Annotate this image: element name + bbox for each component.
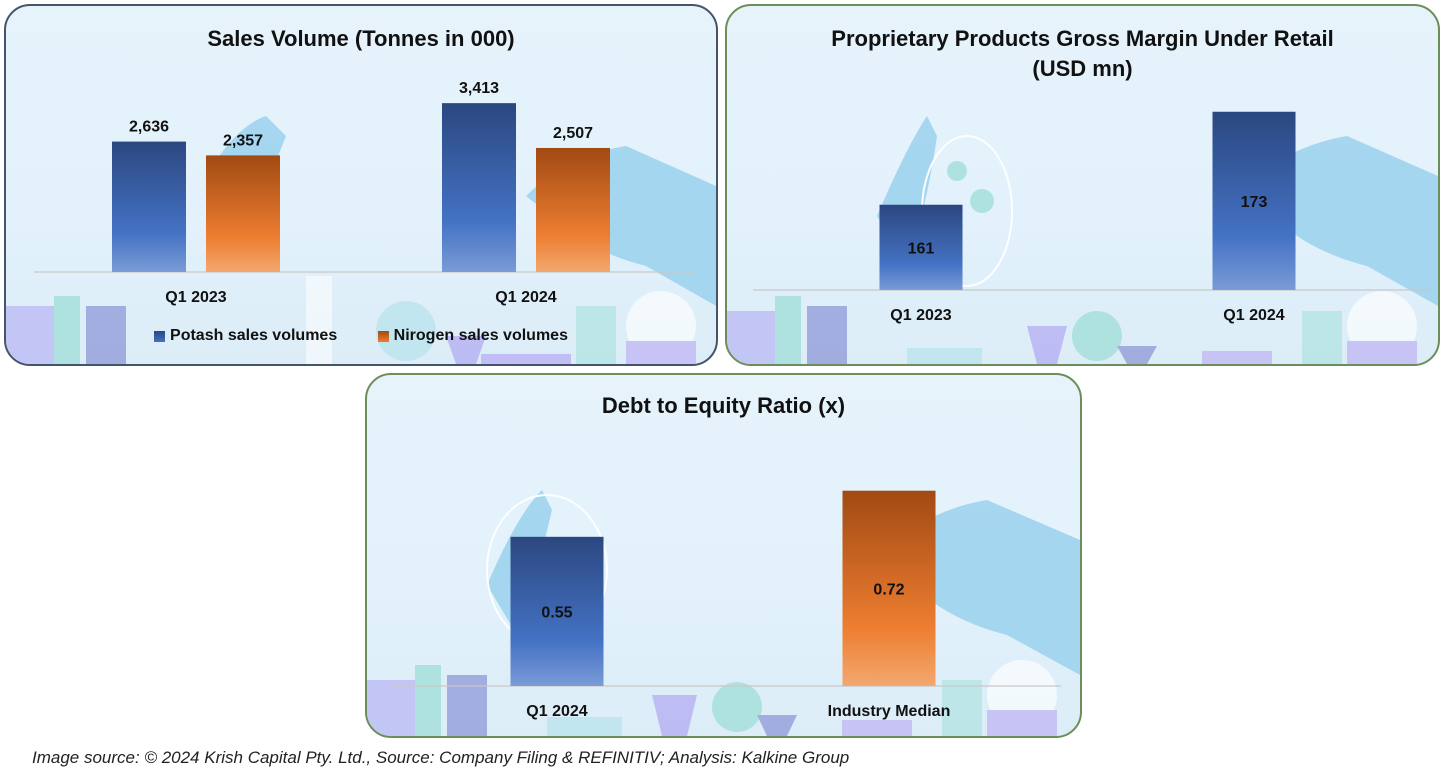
bar-q1-2023-nirogen-sales-volumes (206, 155, 280, 272)
x-tick-label: Q1 2024 (1223, 307, 1284, 324)
legend-item-potash: Potash sales volumes (154, 327, 337, 345)
x-tick-label: Q1 2024 (495, 289, 556, 306)
sales-volume-title: Sales Volume (Tonnes in 000) (207, 26, 515, 51)
data-label: 0.72 (873, 581, 904, 598)
x-tick-label: Q1 2024 (526, 703, 587, 720)
gross-margin-title-line2: (USD mn) (1032, 56, 1133, 81)
data-label: 161 (908, 240, 935, 257)
bar-industry-median-debt-to-equity (842, 490, 936, 686)
data-label: 2,636 (129, 119, 169, 136)
gross-margin-chart: 161 Q1 2023 173 Q1 2024 (753, 111, 1432, 324)
bar-q1-2024-potash-sales-volumes (442, 103, 516, 272)
sales-volume-chart: 2,636 2,357 Q1 2023 3,413 2,507 Q1 2024 (34, 80, 696, 306)
sales-volume-panel: Sales Volume (Tonnes in 000) 2,636 2,357 Q… (4, 4, 718, 366)
x-tick-label: Industry Median (828, 703, 951, 720)
debt-equity-chart: 0.55 Q1 2024 0.72 Industry Median (391, 490, 1061, 720)
legend-swatch-nitrogen (377, 330, 389, 342)
bar-q1-2023-gross-margin (879, 204, 963, 290)
image-source-caption: Image source: © 2024 Krish Capital Pty. … (32, 748, 850, 767)
bar-q1-2024-debt-to-equity (510, 536, 604, 686)
bar-q1-2023-potash-sales-volumes (112, 141, 186, 272)
legend-label-nitrogen: Nirogen sales volumes (393, 327, 568, 344)
legend-label-potash: Potash sales volumes (170, 327, 338, 344)
gross-margin-title-line1: Proprietary Products Gross Margin Under … (831, 26, 1334, 51)
bar-q1-2024-nirogen-sales-volumes (536, 147, 610, 272)
x-tick-label: Q1 2023 (165, 289, 226, 306)
debt-equity-title: Debt to Equity Ratio (x) (601, 393, 846, 418)
lab-background-illustration (6, 116, 716, 364)
sales-volume-legend: Potash sales volumes Nirogen sales volum… (6, 327, 716, 347)
data-label: 2,357 (223, 132, 263, 149)
x-tick-label: Q1 2023 (890, 307, 951, 324)
data-label: 173 (1241, 194, 1268, 211)
legend-item-nitrogen: Nirogen sales volumes (377, 327, 568, 345)
data-label: 0.55 (541, 604, 572, 621)
data-label: 2,507 (553, 125, 593, 142)
gross-margin-panel: Proprietary Products Gross Margin Under … (725, 4, 1440, 366)
debt-equity-panel: Debt to Equity Ratio (x) 0.55 Q1 2024 0.72… (365, 373, 1082, 738)
legend-swatch-potash (154, 330, 166, 342)
bar-q1-2024-gross-margin (1212, 111, 1296, 290)
data-label: 3,413 (459, 80, 499, 97)
